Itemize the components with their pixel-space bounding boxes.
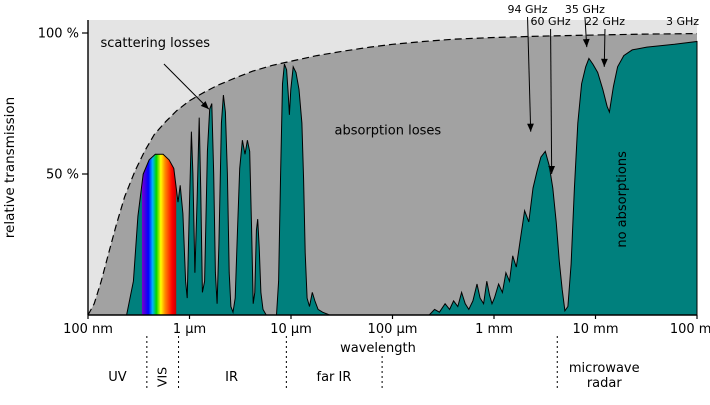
freq-label-3-ghz: 3 GHz — [666, 15, 699, 28]
x-tick-label: 100 nm — [63, 322, 113, 337]
x-tick-label: 100 mm — [670, 322, 710, 337]
freq-label-22-ghz: 22 GHz — [585, 15, 625, 28]
scattering-losses-arrow-line — [163, 63, 210, 110]
freq-arrow-22-ghz-head — [601, 58, 608, 67]
x-tick-label: 1 mm — [475, 322, 513, 337]
freq-arrow-22-ghz — [601, 28, 608, 67]
band-label-ir: IR — [225, 370, 238, 385]
freq-label-35-ghz: 35 GHz — [565, 3, 605, 16]
y-tick-label: 50 % — [46, 168, 79, 183]
freq-arrow-35-ghz — [582, 16, 590, 48]
freq-label-94-ghz: 94 GHz — [507, 3, 547, 16]
absorption-losses-label: absorption loses — [335, 124, 442, 139]
x-axis-title: wavelength — [340, 341, 416, 356]
scattering-losses-arrow-head — [200, 101, 209, 110]
freq-label-60-ghz: 60 GHz — [531, 15, 571, 28]
band-label-far-ir: far IR — [317, 370, 352, 385]
freq-arrow-60-ghz — [548, 28, 556, 175]
scattering-losses-arrow — [163, 63, 210, 110]
freq-arrow-35-ghz-head — [582, 38, 590, 48]
x-tick-label: 1 µm — [173, 322, 206, 337]
no-absorptions-label: no absorptions — [615, 151, 630, 248]
transmission-area — [126, 41, 698, 315]
band-label-vis: VIS — [155, 367, 170, 387]
freq-arrow-60-ghz-line — [550, 28, 553, 175]
x-tick-label: 10 µm — [270, 322, 312, 337]
x-tick-label: 10 mm — [572, 322, 618, 337]
freq-arrow-94-ghz — [527, 16, 534, 132]
scattering-boundary-curve — [87, 33, 698, 316]
freq-arrow-94-ghz-line — [527, 16, 532, 132]
transmission-outline — [125, 40, 698, 316]
band-label-microwave: microwave — [569, 361, 640, 376]
band-label-radar: radar — [587, 376, 623, 391]
x-tick-label: 100 µm — [368, 322, 418, 337]
y-axis-title: relative transmission — [2, 97, 18, 238]
x-axis-title-backplate — [337, 341, 419, 356]
freq-arrow-94-ghz-head — [527, 123, 534, 132]
y-tick-label: 100 % — [38, 27, 79, 42]
scattering-losses-label: scattering losses — [100, 36, 210, 51]
band-label-uv: UV — [108, 370, 127, 385]
freq-arrow-60-ghz-head — [548, 165, 556, 174]
